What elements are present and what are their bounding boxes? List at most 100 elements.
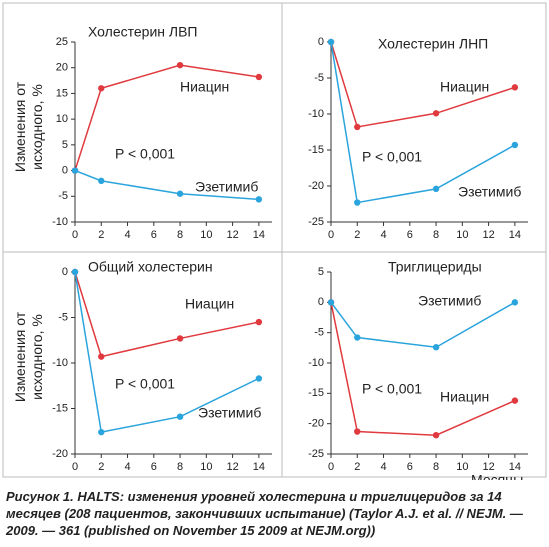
series-label: Эзетимиб [195,179,258,195]
point [176,413,184,420]
x-tick-label: 4 [380,229,386,241]
point [327,38,335,46]
x-tick-label: 4 [124,461,130,473]
point [432,344,440,351]
y-tick-label: -10 [308,357,324,369]
y-tick-label: -15 [308,387,324,399]
x-tick-label: 6 [407,461,413,473]
x-tick-label: 10 [456,461,468,473]
x-tick-label: 0 [328,461,334,473]
series-label: Ниацин [185,296,234,312]
x-tick-label: 2 [98,229,104,241]
y-tick-label: 5 [318,266,324,278]
x-tick-label: 4 [124,229,130,241]
x-tick-label: 8 [177,229,183,241]
y-tick-label: 25 [56,36,68,48]
point [98,177,105,185]
frame [2,2,547,478]
x-tick-label: 2 [98,461,104,473]
y-tick-label: -10 [52,216,68,228]
point [432,185,440,193]
x-tick-label: 6 [407,229,413,241]
y-tick-label: -5 [314,72,324,84]
y-tick-label: -25 [308,216,324,228]
x-tick-label: 14 [253,229,265,241]
x-tick-label: 0 [72,461,78,473]
point [255,73,263,81]
point [432,110,440,117]
point [176,61,184,69]
annotation: P < 0,001 [362,381,422,397]
point [354,334,361,341]
x-tick-label: 2 [354,461,360,473]
y-tick-label: -10 [52,357,68,369]
annotation: P < 0,001 [362,149,422,165]
point [176,190,184,197]
y-tick-label: 0 [318,36,324,48]
y-tick-label: -20 [52,448,68,460]
panel-title: Триглицериды [388,259,482,275]
point [511,397,519,404]
y-tick-label: 15 [56,87,68,99]
x-tick-label: 10 [200,229,212,241]
x-tick-label: 12 [482,461,494,473]
series-label: Эзетимиб [418,293,481,309]
y-tick-label: 0 [62,266,68,278]
point [255,196,263,203]
series-line [74,271,260,358]
y-tick-label: -10 [308,108,324,120]
y-tick-label: 0 [318,296,324,308]
series-label: Ниацин [440,389,489,405]
y-tick-label: 5 [62,139,68,151]
point [71,167,79,174]
y-tick-label: 0 [62,164,68,176]
x-tick-label: 8 [433,461,439,473]
point [432,431,440,439]
point [98,428,105,436]
series-line [74,64,259,171]
y-tick-label: -20 [308,180,324,192]
point [354,123,361,131]
point [354,428,361,435]
point [98,85,105,92]
y-tick-label: -5 [314,327,324,339]
point [511,141,519,149]
series-line [330,301,516,349]
y-tick-label: -20 [308,418,324,430]
x-tick-label: 12 [226,229,238,241]
point [511,299,519,306]
y-tick-label: -5 [58,311,68,323]
series-line [74,271,260,434]
point [327,299,335,306]
series-label: Эзетимиб [198,405,261,421]
panel-title: Холестерин ЛВП [88,24,197,40]
y-axis-label: Изменения от исходного, % [12,81,45,173]
x-axis-label: Месяцы [471,472,523,480]
x-tick-label: 6 [151,229,157,241]
x-tick-label: 4 [380,461,386,473]
y-tick-label: -25 [308,448,324,460]
panel-title: Холестерин ЛНП [378,36,488,52]
series-label: Эзетимиб [458,184,521,200]
x-tick-label: 10 [200,461,212,473]
x-tick-label: 12 [226,461,238,473]
x-tick-label: 8 [433,229,439,241]
y-axis-label: Изменения от исходного, % [12,311,45,403]
point [71,268,79,276]
series-line [330,41,516,128]
point [255,375,263,382]
series-label: Ниацин [440,79,489,95]
x-tick-label: 14 [253,461,265,473]
series-line [330,302,516,436]
y-tick-label: -5 [58,190,68,202]
point [176,335,184,342]
y-tick-label: -15 [308,144,324,156]
series-line [74,169,259,201]
x-tick-label: 8 [177,461,183,473]
y-tick-label: -15 [52,402,68,414]
annotation: P < 0,001 [115,146,175,162]
series-label: Ниацин [180,79,229,95]
panel-title: Общий холестерин [88,259,213,275]
